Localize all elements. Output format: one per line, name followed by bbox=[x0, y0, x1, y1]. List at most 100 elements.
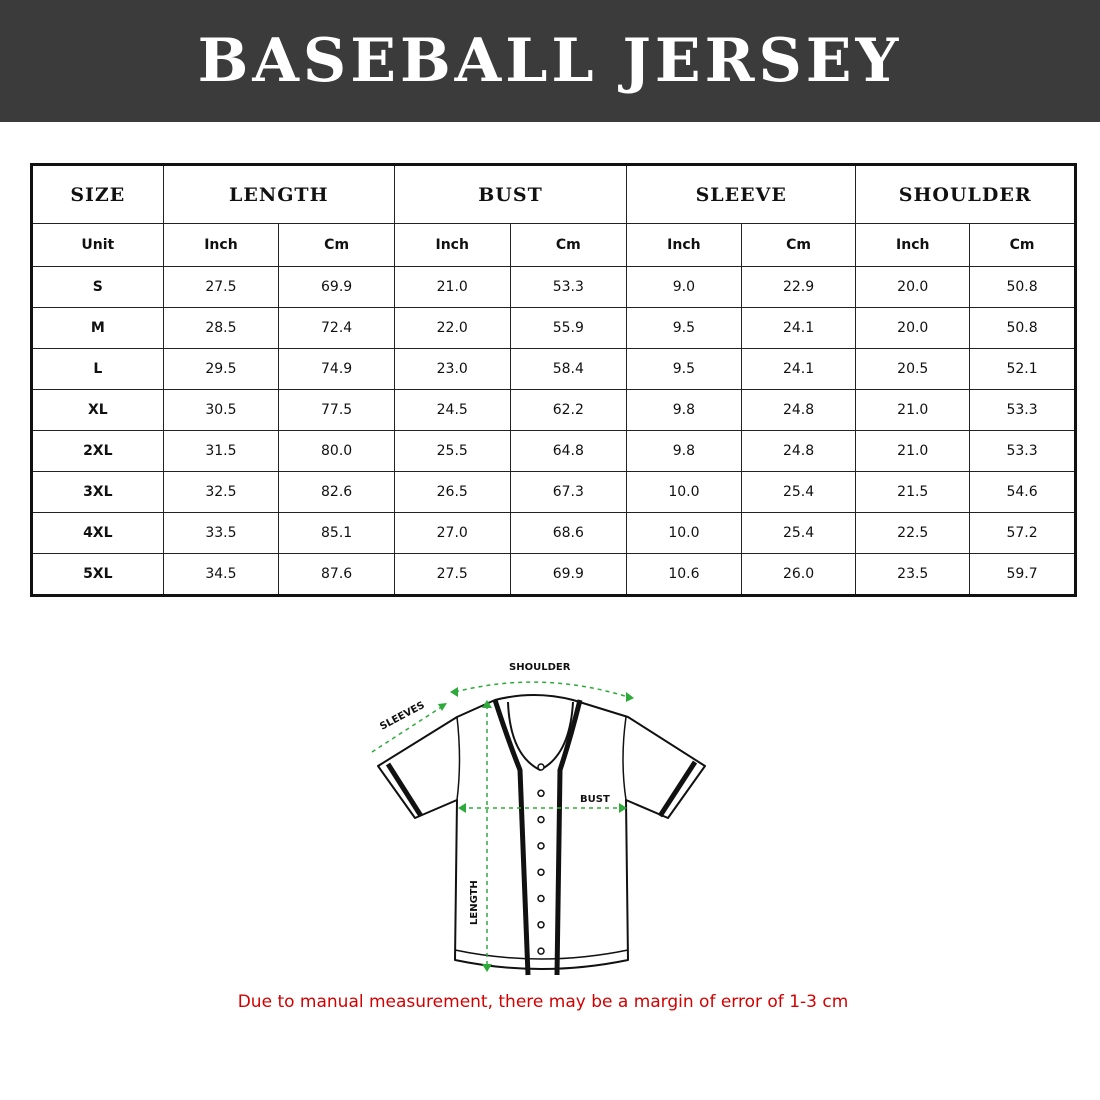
value-cell: 24.8 bbox=[740, 389, 857, 431]
value-cell: 26.0 bbox=[740, 553, 857, 596]
bust-label: BUST bbox=[580, 794, 610, 805]
value-cell: 28.5 bbox=[162, 307, 280, 349]
table-row: XL 30.5 77.5 24.5 62.2 9.8 24.8 21.0 53.3 bbox=[31, 389, 1076, 431]
page-title: BASEBALL JERSEY bbox=[197, 26, 903, 96]
size-cell: L bbox=[31, 348, 164, 390]
value-cell: 82.6 bbox=[278, 471, 395, 513]
unit-label: Unit bbox=[31, 223, 164, 267]
table-row: 3XL 32.5 82.6 26.5 67.3 10.0 25.4 21.5 54.6 bbox=[31, 471, 1076, 513]
unit-row: Unit Inch Cm Inch Cm Inch Cm Inch Cm bbox=[31, 223, 1076, 267]
length-header: LENGTH bbox=[162, 164, 395, 224]
value-cell: 24.1 bbox=[740, 307, 857, 349]
title-banner: BASEBALL JERSEY bbox=[0, 0, 1100, 122]
value-cell: 27.0 bbox=[393, 512, 511, 554]
value-cell: 50.8 bbox=[969, 266, 1076, 308]
value-cell: 33.5 bbox=[162, 512, 280, 554]
value-cell: 53.3 bbox=[969, 430, 1076, 472]
value-cell: 24.8 bbox=[740, 430, 857, 472]
table-row: S 27.5 69.9 21.0 53.3 9.0 22.9 20.0 50.8 bbox=[31, 266, 1076, 308]
button-icon bbox=[537, 842, 545, 850]
unit-cell: Cm bbox=[740, 223, 857, 267]
value-cell: 59.7 bbox=[969, 553, 1076, 596]
unit-cell: Cm bbox=[969, 223, 1076, 267]
value-cell: 26.5 bbox=[393, 471, 511, 513]
button-icon bbox=[537, 868, 545, 876]
size-cell: XL bbox=[31, 389, 164, 431]
sleeves-label: SLEEVES bbox=[378, 700, 426, 733]
value-cell: 53.3 bbox=[969, 389, 1076, 431]
value-cell: 20.0 bbox=[855, 266, 971, 308]
value-cell: 21.0 bbox=[855, 430, 971, 472]
unit-cell: Cm bbox=[278, 223, 395, 267]
size-cell: M bbox=[31, 307, 164, 349]
value-cell: 64.8 bbox=[509, 430, 628, 472]
value-cell: 29.5 bbox=[162, 348, 280, 390]
value-cell: 69.9 bbox=[278, 266, 395, 308]
table-row: L 29.5 74.9 23.0 58.4 9.5 24.1 20.5 52.1 bbox=[31, 348, 1076, 390]
value-cell: 62.2 bbox=[509, 389, 628, 431]
value-cell: 10.0 bbox=[626, 512, 742, 554]
value-cell: 22.9 bbox=[740, 266, 857, 308]
value-cell: 55.9 bbox=[509, 307, 628, 349]
value-cell: 23.0 bbox=[393, 348, 511, 390]
value-cell: 10.6 bbox=[626, 553, 742, 596]
value-cell: 72.4 bbox=[278, 307, 395, 349]
button-icon bbox=[537, 815, 545, 824]
value-cell: 25.4 bbox=[740, 512, 857, 554]
unit-cell: Inch bbox=[162, 223, 280, 267]
length-label: LENGTH bbox=[469, 880, 480, 925]
value-cell: 21.0 bbox=[393, 266, 511, 308]
value-cell: 25.4 bbox=[740, 471, 857, 513]
size-cell: 2XL bbox=[31, 430, 164, 472]
measurement-note: Due to manual measurement, there may be … bbox=[237, 992, 849, 1012]
value-cell: 24.5 bbox=[393, 389, 511, 431]
value-cell: 30.5 bbox=[162, 389, 280, 431]
shoulder-header: SHOULDER bbox=[855, 164, 1076, 224]
value-cell: 9.8 bbox=[626, 389, 742, 431]
value-cell: 21.0 bbox=[855, 389, 971, 431]
value-cell: 77.5 bbox=[278, 389, 395, 431]
table-row: 4XL 33.5 85.1 27.0 68.6 10.0 25.4 22.5 57.2 bbox=[31, 512, 1076, 554]
value-cell: 52.1 bbox=[969, 348, 1076, 390]
button-icon bbox=[537, 947, 545, 955]
value-cell: 85.1 bbox=[278, 512, 395, 554]
measure-lines bbox=[371, 681, 629, 968]
button-icon bbox=[537, 763, 545, 771]
bust-header: BUST bbox=[393, 164, 628, 224]
table-row: 2XL 31.5 80.0 25.5 64.8 9.8 24.8 21.0 53.3 bbox=[31, 430, 1076, 472]
value-cell: 24.1 bbox=[740, 348, 857, 390]
value-cell: 31.5 bbox=[162, 430, 280, 472]
value-cell: 58.4 bbox=[509, 348, 628, 390]
value-cell: 10.0 bbox=[626, 471, 742, 513]
value-cell: 69.9 bbox=[509, 553, 628, 596]
jersey-icon: SHOULDER SLEEVES BUST LENGTH bbox=[371, 662, 706, 976]
size-cell: 3XL bbox=[31, 471, 164, 513]
button-icon bbox=[537, 789, 545, 798]
value-cell: 20.0 bbox=[855, 307, 971, 349]
unit-cell: Inch bbox=[393, 223, 511, 267]
value-cell: 74.9 bbox=[278, 348, 395, 390]
value-cell: 80.0 bbox=[278, 430, 395, 472]
value-cell: 21.5 bbox=[855, 471, 971, 513]
value-cell: 53.3 bbox=[509, 266, 628, 308]
value-cell: 25.5 bbox=[393, 430, 511, 472]
value-cell: 22.5 bbox=[855, 512, 971, 554]
button-icon bbox=[537, 894, 545, 903]
value-cell: 9.5 bbox=[626, 307, 742, 349]
value-cell: 9.5 bbox=[626, 348, 742, 390]
table-row: M 28.5 72.4 22.0 55.9 9.5 24.1 20.0 50.8 bbox=[31, 307, 1076, 349]
value-cell: 87.6 bbox=[278, 553, 395, 596]
value-cell: 57.2 bbox=[969, 512, 1076, 554]
value-cell: 27.5 bbox=[162, 266, 280, 308]
size-chart-table: SIZE LENGTH BUST SLEEVE SHOULDER Unit Inc… bbox=[30, 163, 1077, 597]
value-cell: 68.6 bbox=[509, 512, 628, 554]
value-cell: 50.8 bbox=[969, 307, 1076, 349]
value-cell: 23.5 bbox=[855, 553, 971, 596]
button-icon bbox=[537, 921, 545, 929]
unit-cell: Inch bbox=[626, 223, 742, 267]
shoulder-label: SHOULDER bbox=[509, 662, 571, 673]
unit-cell: Inch bbox=[855, 223, 971, 267]
table-row: 5XL 34.5 87.6 27.5 69.9 10.6 26.0 23.5 59.7 bbox=[31, 553, 1076, 596]
size-cell: 5XL bbox=[31, 553, 164, 596]
value-cell: 22.0 bbox=[393, 307, 511, 349]
